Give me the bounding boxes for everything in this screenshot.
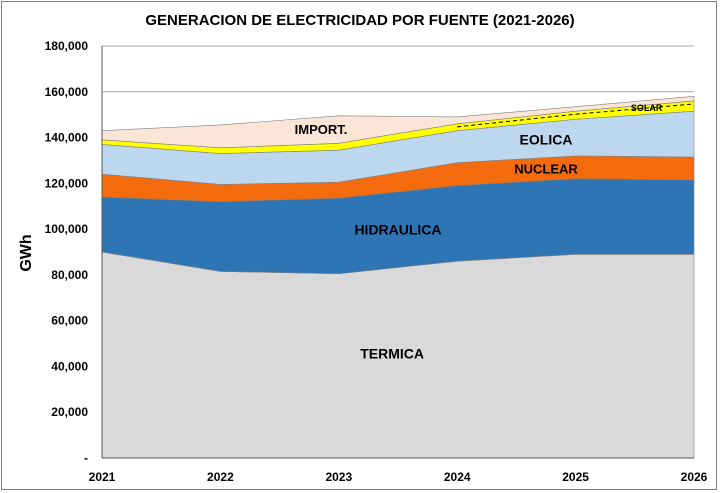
y-tick-label: 120,000 [45, 176, 89, 190]
y-tick-label: 20,000 [51, 405, 88, 419]
area-import [101, 96, 695, 149]
x-tick-label: 2021 [89, 470, 116, 484]
series-labels: TERMICA HIDRAULICA NUCLEAR EOLICA SOLAR IMPOR… [295, 103, 663, 361]
y-tick-labels: - 20,000 40,000 60,000 80,000 100,000 120,000 1… [45, 39, 89, 465]
x-tick-label: 2022 [207, 470, 234, 484]
x-tick-label: 2025 [562, 470, 589, 484]
series-label-eolica: EOLICA [520, 132, 573, 148]
y-tick-label: 160,000 [45, 85, 89, 99]
series-label-nuclear: NUCLEAR [514, 162, 578, 177]
y-tick-label: 140,000 [45, 131, 89, 145]
y-tick-label: 180,000 [45, 39, 89, 53]
series-label-hidraulica: HIDRAULICA [354, 222, 441, 238]
x-tick-label: 2026 [681, 470, 708, 484]
x-tick-label: 2023 [325, 470, 352, 484]
series-label-termica: TERMICA [360, 345, 424, 361]
y-tick-label: 60,000 [51, 314, 88, 328]
x-tick-label: 2024 [444, 470, 471, 484]
series-label-solar: SOLAR [631, 103, 663, 113]
solar-dashed-line [457, 103, 695, 128]
y-tick-label: 40,000 [51, 359, 88, 373]
chart-title: GENERACION DE ELECTRICIDAD POR FUENTE (2… [145, 12, 574, 29]
y-tick-label: - [84, 451, 88, 465]
series-label-import: IMPORT. [295, 122, 348, 137]
y-tick-label: 100,000 [45, 222, 89, 236]
x-tick-labels: 2021 2022 2023 2024 2025 2026 [89, 470, 708, 484]
stacked-areas [101, 96, 695, 459]
y-axis-label: GWh [18, 234, 35, 271]
y-tick-label: 80,000 [51, 268, 88, 282]
axes [101, 46, 694, 459]
